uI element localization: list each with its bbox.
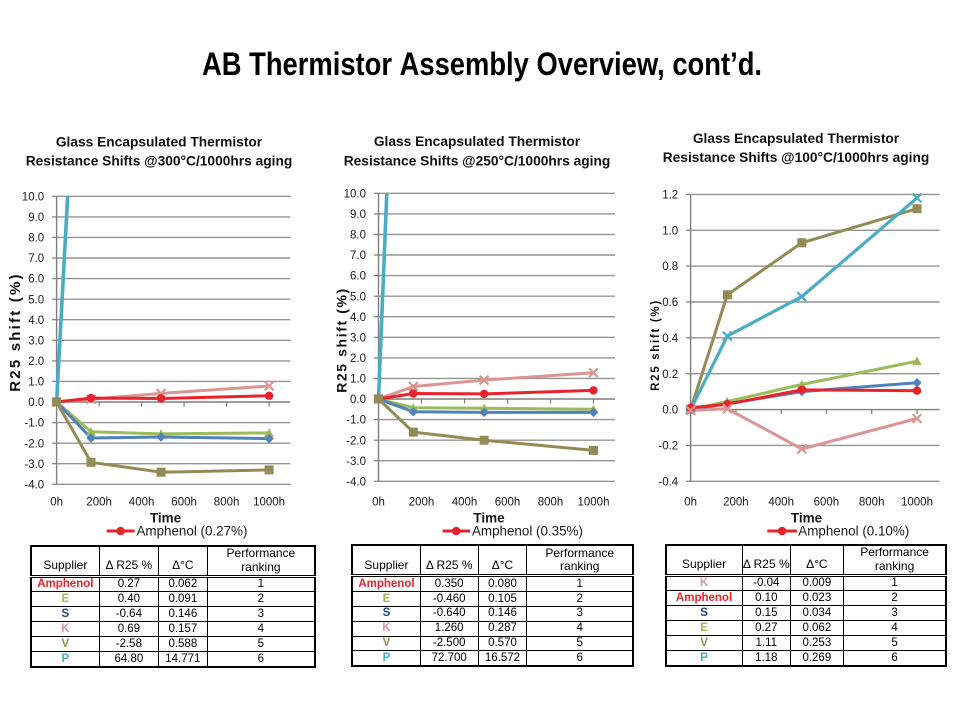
svg-text:0h: 0h [50,497,63,509]
svg-text:Glass Encapsulated Thermistor: Glass Encapsulated Thermistor [56,135,263,150]
svg-text:R25 shift (%): R25 shift (%) [650,299,662,391]
svg-text:2.0: 2.0 [28,356,44,368]
svg-text:-0.4: -0.4 [658,476,678,488]
svg-text:10.0: 10.0 [22,191,44,203]
svg-text:800h: 800h [859,497,885,509]
svg-text:0h: 0h [372,497,385,509]
svg-text:200h: 200h [723,497,749,509]
svg-text:-4.0: -4.0 [346,476,366,488]
svg-text:-2.0: -2.0 [346,435,366,447]
svg-text:0.4: 0.4 [662,333,679,345]
svg-text:0.6: 0.6 [662,297,678,309]
svg-text:400h: 400h [768,497,794,509]
svg-text:1000h: 1000h [901,497,933,509]
svg-text:Resistance Shifts @100°C/1000h: Resistance Shifts @100°C/1000hrs aging [663,150,930,165]
svg-text:400h: 400h [452,497,478,509]
svg-text:9.0: 9.0 [350,209,366,221]
svg-text:2.0: 2.0 [350,353,366,365]
svg-text:R25 shift (%): R25 shift (%) [334,287,350,393]
svg-text:Time: Time [791,511,823,526]
svg-text:1.0: 1.0 [662,225,678,237]
svg-text:5.0: 5.0 [350,291,366,303]
svg-text:Time: Time [473,511,505,526]
svg-text:6.0: 6.0 [28,274,44,286]
svg-text:200h: 200h [86,497,112,509]
svg-text:3.0: 3.0 [28,335,44,347]
svg-text:Time: Time [150,511,182,526]
svg-text:Amphenol (0.10%): Amphenol (0.10%) [798,524,909,539]
svg-text:-3.0: -3.0 [346,456,366,468]
svg-text:400h: 400h [129,497,155,509]
svg-text:0.2: 0.2 [662,369,678,381]
svg-text:600h: 600h [814,497,840,509]
svg-text:800h: 800h [214,497,240,509]
svg-text:7.0: 7.0 [28,253,44,265]
svg-text:200h: 200h [409,497,435,509]
svg-text:800h: 800h [538,497,564,509]
svg-text:1000h: 1000h [253,497,285,509]
svg-text:-4.0: -4.0 [24,479,44,491]
svg-text:10.0: 10.0 [344,188,366,200]
svg-text:-1.0: -1.0 [24,418,44,430]
svg-text:4.0: 4.0 [28,315,44,327]
svg-text:Glass Encapsulated Thermistor: Glass Encapsulated Thermistor [693,131,900,146]
svg-text:0.8: 0.8 [662,261,678,273]
svg-text:6.0: 6.0 [350,271,366,283]
svg-text:1.2: 1.2 [662,190,678,202]
svg-text:1.0: 1.0 [28,377,44,389]
svg-text:1000h: 1000h [578,497,610,509]
svg-text:Glass Encapsulated Thermistor: Glass Encapsulated Thermistor [374,134,581,149]
svg-text:4.0: 4.0 [350,312,366,324]
svg-text:Resistance Shifts @250°C/1000h: Resistance Shifts @250°C/1000hrs aging [344,154,611,169]
svg-text:8.0: 8.0 [28,233,44,245]
svg-text:8.0: 8.0 [350,230,366,242]
svg-text:-3.0: -3.0 [24,459,44,471]
svg-text:-0.2: -0.2 [658,441,678,453]
svg-text:-1.0: -1.0 [346,415,366,427]
svg-text:0h: 0h [684,497,697,509]
svg-text:9.0: 9.0 [28,212,44,224]
svg-text:7.0: 7.0 [350,250,366,262]
svg-text:0.0: 0.0 [662,405,678,417]
svg-text:Resistance Shifts @300°C/1000h: Resistance Shifts @300°C/1000hrs aging [26,154,293,169]
svg-text:0.0: 0.0 [28,397,44,409]
svg-text:-2.0: -2.0 [24,438,44,450]
svg-text:5.0: 5.0 [28,294,44,306]
svg-text:0.0: 0.0 [350,394,366,406]
svg-text:Amphenol (0.35%): Amphenol (0.35%) [472,524,583,539]
svg-text:600h: 600h [495,497,521,509]
svg-text:600h: 600h [171,497,197,509]
svg-text:Amphenol (0.27%): Amphenol (0.27%) [137,524,248,539]
svg-text:3.0: 3.0 [350,332,366,344]
svg-text:R25 shift (%): R25 shift (%) [7,272,24,391]
svg-text:1.0: 1.0 [350,374,366,386]
